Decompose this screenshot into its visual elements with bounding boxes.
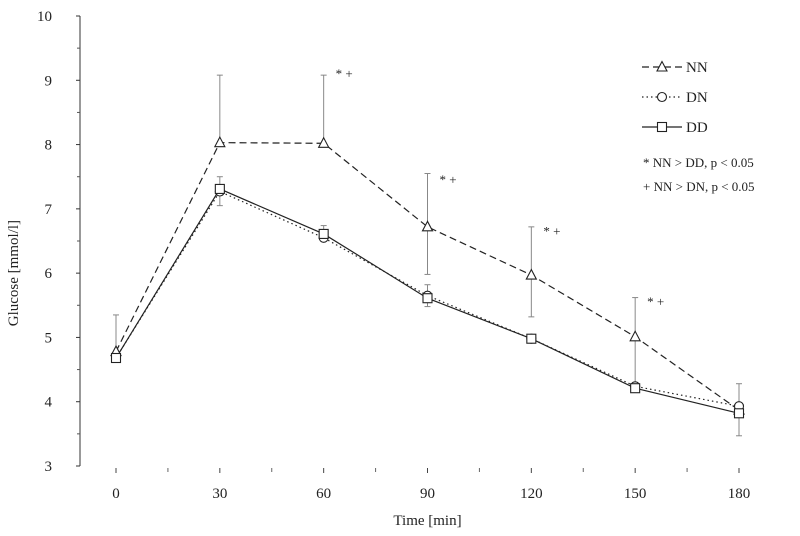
point-dd [733, 408, 745, 419]
legend-marker-dn [656, 91, 668, 103]
y-tick-label: 10 [37, 9, 52, 25]
significance-marks: * + * + * + * + [336, 66, 665, 309]
legend-marker-dd [656, 121, 668, 133]
point-dd [318, 228, 329, 239]
significance-mark: * + [543, 223, 560, 238]
point-dd [630, 383, 641, 394]
y-tick-label: 8 [45, 138, 53, 154]
point-nn [421, 220, 434, 232]
error-bars [113, 74, 742, 437]
x-tick-label: 90 [420, 486, 435, 502]
legend-label-nn: NN [686, 60, 708, 76]
significance-note-nn-dn: + NN > DN, p < 0.05 [643, 179, 755, 194]
point-nn [629, 330, 642, 342]
legend-marker-nn [656, 60, 668, 72]
y-tick-label: 5 [45, 330, 53, 346]
y-tick-label: 4 [45, 395, 53, 411]
x-tick-label: 30 [212, 486, 227, 502]
point-nn [213, 135, 226, 148]
point-nn [525, 268, 538, 280]
x-tick-label: 180 [728, 486, 751, 502]
series-markers [110, 135, 745, 419]
y-tick-label: 3 [45, 459, 53, 475]
significance-mark: * + [440, 172, 457, 187]
significance-mark: * + [336, 66, 353, 81]
y-axis-title: Glucose [mmol/l] [6, 220, 22, 326]
legend: NN DN DD [642, 60, 708, 136]
x-tick-label: 60 [316, 486, 331, 502]
y-axis-ticks: 3 4 5 6 7 8 9 10 [37, 9, 80, 475]
x-tick-label: 120 [520, 486, 543, 502]
y-tick-label: 6 [45, 266, 53, 282]
point-dd [422, 293, 433, 304]
point-nn [317, 136, 330, 148]
significance-mark: * + [647, 294, 664, 309]
legend-label-dn: DN [686, 90, 708, 106]
x-axis-ticks: 0 30 60 90 120 150 180 [112, 468, 750, 502]
significance-note-nn-dd: * NN > DD, p < 0.05 [643, 155, 754, 170]
x-axis-title: Time [min] [393, 513, 461, 529]
y-tick-label: 9 [45, 73, 53, 89]
x-tick-label: 0 [112, 486, 120, 502]
y-tick-label: 7 [45, 202, 53, 218]
x-tick-label: 150 [624, 486, 647, 502]
point-dd [526, 333, 537, 344]
point-dd [110, 352, 122, 364]
legend-label-dd: DD [686, 120, 708, 136]
point-dd [214, 183, 225, 194]
